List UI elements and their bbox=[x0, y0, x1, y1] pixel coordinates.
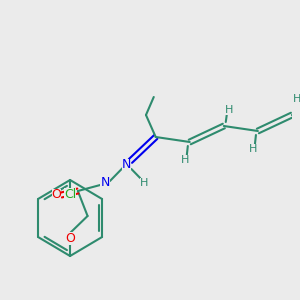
Text: H: H bbox=[181, 155, 189, 165]
Text: N: N bbox=[100, 176, 110, 190]
Text: N: N bbox=[122, 158, 131, 172]
Text: H: H bbox=[140, 178, 148, 188]
Text: O: O bbox=[52, 188, 61, 202]
Text: O: O bbox=[65, 232, 75, 244]
Text: H: H bbox=[224, 105, 233, 115]
Text: Cl: Cl bbox=[64, 188, 76, 200]
Text: H: H bbox=[249, 144, 257, 154]
Text: H: H bbox=[292, 94, 300, 104]
